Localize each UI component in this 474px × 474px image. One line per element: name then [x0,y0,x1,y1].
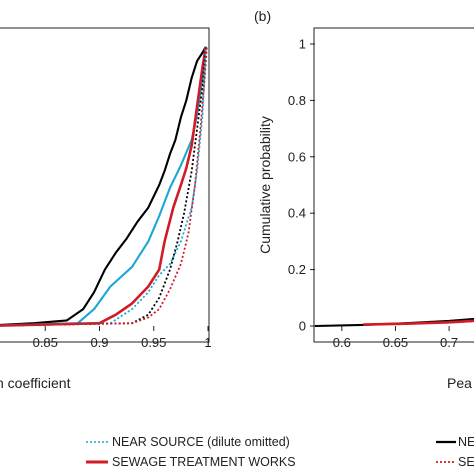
panel-a: 0.85 0.9 0.95 1 n coefficient [0,27,212,391]
panel-a-series-0-line [0,46,207,327]
panel-a-frame [0,27,210,343]
legend-label-se: SE [458,455,474,469]
panel-a-series-5-line [0,46,208,327]
panel-a-x-tick-label: 0.95 [141,335,166,350]
panel-b-y-tick-label: 0.6 [288,149,306,164]
panel-b-y-axis-label: Cumulative probability [257,116,273,254]
panel-b-y-tick-label: 0.8 [288,93,306,108]
panel-b-x-axis-label: Pea [447,375,472,391]
panel-a-x-axis-label: n coefficient [0,375,71,391]
panel-a-series-4-line [0,46,207,327]
panel-a-series-3-line [0,46,207,327]
panel-a-series-1-line [0,46,207,327]
panel-b-y-tick-label: 0.2 [288,262,306,277]
panel-b-label: (b) [254,8,271,24]
panel-b-x-tick-label: 0.65 [383,335,408,350]
legend-label-near-source: NEAR SOURCE (dilute omitted) [112,435,290,449]
panel-a-x-tick-label: 0.85 [33,335,58,350]
legend-label-ne: NE [458,435,474,449]
panel-a-x-tick-label: 0.9 [90,335,108,350]
panel-b-y-tick-label: 1 [299,37,306,52]
legend-label-sewage: SEWAGE TREATMENT WORKS [112,455,296,469]
panel-b-series-2-line [449,320,474,324]
panel-a-x-tick-label: 1 [204,335,211,350]
panel-b-y-tick-label: 0 [299,319,306,334]
panel-b-series-1-line [363,319,474,326]
panel-b-frame [313,27,474,343]
legend: NEAR SOURCE (dilute omitted) SEWAGE TREA… [86,435,474,469]
panel-b-y-tick-label: 0.4 [288,206,306,221]
panel-b: (b) 0.6 0.65 0.7 0 0.2 0.4 0.6 0.8 1 Cumulative … [254,8,474,391]
panel-b-x-tick-label: 0.7 [440,335,458,350]
panel-b-x-tick-label: 0.6 [333,335,351,350]
panel-a-series-2-line [0,46,208,327]
